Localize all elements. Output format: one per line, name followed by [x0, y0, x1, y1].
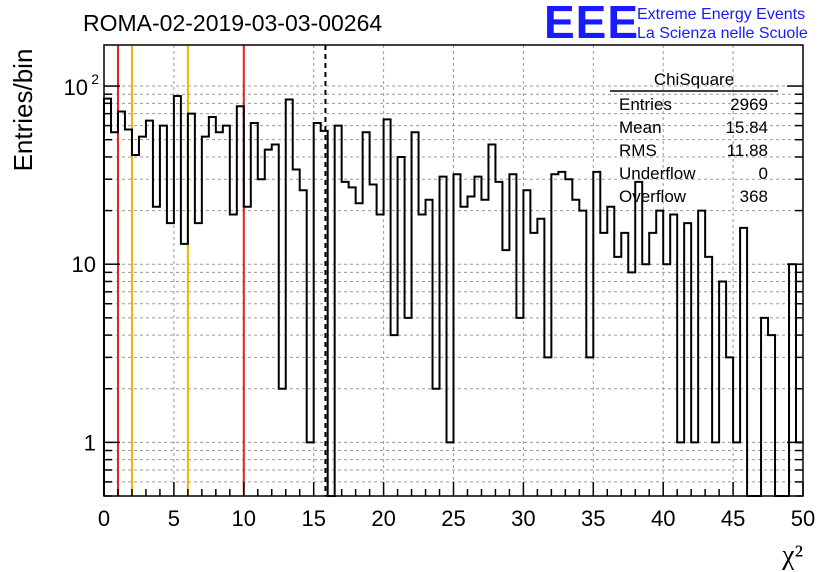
stats-box: ChiSquare Entries 2969 Mean 15.84 RMS 11… — [610, 70, 778, 206]
x-tick-label: 15 — [301, 506, 325, 531]
y-tick-label: 10 — [64, 75, 88, 100]
stats-value-entries: 2969 — [730, 95, 768, 114]
stats-label-overflow: Overflow — [619, 187, 687, 206]
chart-title: ROMA-02-2019-03-03-00264 — [83, 10, 383, 36]
x-tick-label: 0 — [98, 506, 110, 531]
logo-mark: EEE — [544, 0, 640, 48]
x-tick-label: 10 — [232, 506, 256, 531]
eee-logo: EEE Extreme Energy Events La Scienza nel… — [544, 0, 834, 48]
reference-lines — [116, 45, 327, 496]
x-tick-label: 20 — [371, 506, 395, 531]
x-tick-label: 30 — [511, 506, 535, 531]
x-tick-label: 35 — [581, 506, 605, 531]
logo-line-1: Extreme Energy Events — [637, 6, 806, 23]
stats-label-entries: Entries — [619, 95, 672, 114]
y-tick-label: 1 — [84, 430, 96, 455]
x-axis-label: χ² — [781, 540, 803, 571]
x-tick-label: 40 — [651, 506, 675, 531]
logo-line-2: La Scienza nelle Scuole — [637, 25, 808, 42]
x-tick-label: 25 — [441, 506, 465, 531]
stats-value-rms: 11.88 — [727, 141, 768, 160]
stats-label-mean: Mean — [619, 118, 662, 137]
y-axis-label: Entries/bin — [8, 49, 38, 172]
stats-value-underflow: 0 — [759, 164, 768, 183]
stats-value-overflow: 368 — [740, 187, 768, 206]
stats-label-underflow: Underflow — [619, 164, 696, 183]
stats-value-mean: 15.84 — [725, 118, 768, 137]
x-tick-label: 50 — [791, 506, 815, 531]
x-tick-label: 45 — [721, 506, 745, 531]
stats-label-rms: RMS — [619, 141, 657, 160]
histogram-outline — [103, 94, 803, 497]
y-tick-label: 10 — [72, 252, 96, 277]
stats-title: ChiSquare — [654, 70, 734, 89]
y-tick-exponent: 2 — [91, 71, 99, 87]
x-tick-label: 5 — [168, 506, 180, 531]
